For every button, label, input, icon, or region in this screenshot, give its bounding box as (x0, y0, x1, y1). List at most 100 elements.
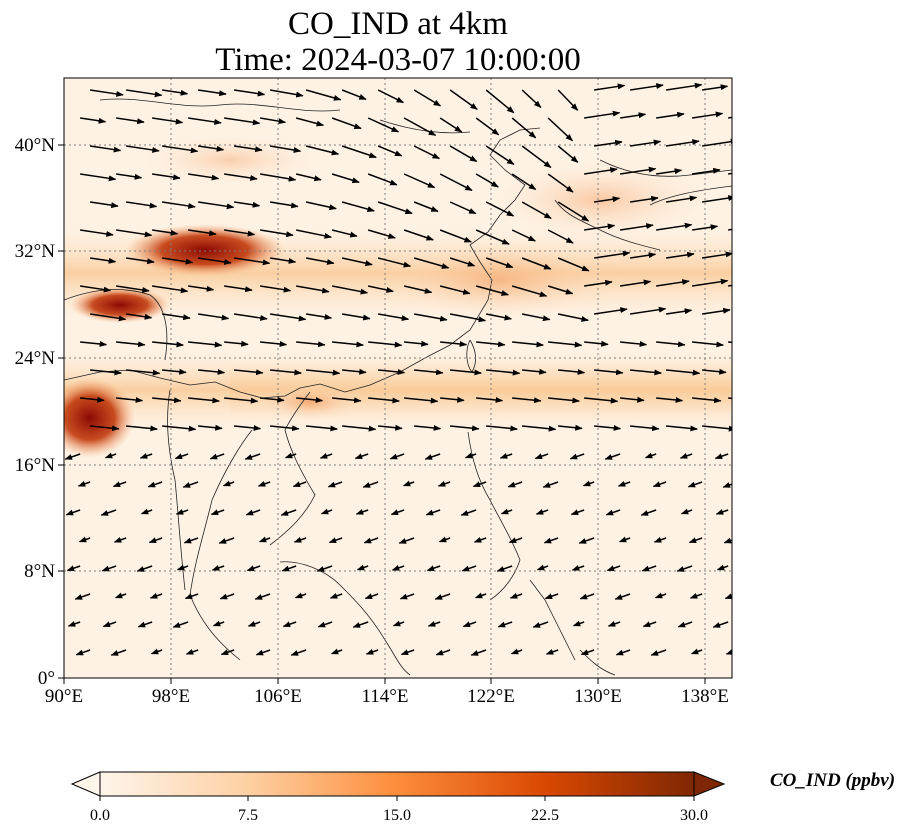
wind-vector (102, 621, 117, 628)
wind-vector (174, 453, 189, 460)
wind-vector (618, 536, 631, 543)
wind-vector (688, 537, 703, 544)
wind-vector (293, 537, 307, 543)
wind-vector (152, 285, 189, 294)
wind-vector (188, 229, 217, 237)
wind-vector (413, 89, 442, 107)
wind-vector (716, 564, 729, 571)
wind-vector (294, 592, 307, 599)
wind-vector (116, 396, 144, 403)
wind-vector (450, 425, 480, 432)
wind-vector (126, 257, 155, 265)
wind-vector (368, 397, 400, 404)
y-axis: 0° 8°N 16°N 24°N 32°N 40°N (15, 135, 64, 689)
x-tick-label: 130°E (574, 686, 622, 707)
wind-vector (162, 368, 187, 375)
x-tick-label: 106°E (254, 686, 302, 707)
wind-vector (449, 201, 477, 215)
wind-vector (354, 453, 369, 460)
wind-vector (126, 89, 163, 98)
wind-vector (305, 89, 342, 101)
wind-vector (234, 257, 271, 266)
wind-vector (404, 397, 439, 404)
wind-vector (126, 313, 153, 320)
wind-vector (508, 537, 523, 544)
wind-vector (630, 195, 659, 203)
wind-vector (692, 111, 724, 119)
wind-vector (377, 145, 403, 157)
wind-vector (234, 424, 262, 431)
wind-vector (558, 424, 583, 431)
wind-vector (341, 201, 375, 212)
wind-vector (630, 83, 664, 91)
wind-vector (449, 89, 478, 110)
wind-vector (630, 369, 662, 376)
wind-vector (712, 621, 729, 628)
wind-vector (620, 279, 652, 287)
wind-vector (702, 251, 732, 259)
wind-vector (679, 453, 693, 459)
wind-vector (327, 481, 343, 488)
wind-vector (113, 537, 127, 543)
wind-vector (305, 201, 337, 211)
x-tick-label: 114°E (362, 686, 409, 707)
y-tick-label: 16°N (15, 455, 56, 476)
wind-vector (535, 509, 549, 515)
wind-vector (342, 425, 377, 432)
wind-vector (427, 621, 441, 627)
wind-vector (172, 621, 189, 628)
wind-vector (557, 201, 590, 222)
wind-vector (290, 649, 307, 656)
wind-vector (198, 368, 226, 375)
wind-vector (270, 425, 300, 432)
wind-vector (521, 257, 552, 270)
wind-vector (90, 89, 124, 97)
wind-vector (569, 453, 585, 460)
wind-vector (137, 621, 153, 628)
wind-vector (547, 229, 574, 244)
map-frame (63, 77, 733, 679)
wind-vector (702, 368, 727, 375)
wind-vector (680, 508, 693, 515)
wind-vector (188, 341, 223, 348)
wind-vector (472, 481, 487, 488)
wind-vector (260, 229, 294, 238)
wind-vector (532, 621, 549, 628)
wind-vector (439, 229, 472, 243)
wind-vector (413, 257, 450, 269)
wind-vector (692, 224, 719, 231)
gridlines (64, 78, 732, 678)
wind-vector (176, 564, 189, 571)
wind-vector (162, 201, 196, 209)
wind-vector (182, 481, 199, 488)
colorbar-tick-label: 0.0 (90, 807, 110, 824)
wind-vector (582, 480, 595, 487)
wind-vector (521, 89, 542, 108)
wind-vector (728, 172, 732, 175)
wind-vector (542, 481, 559, 488)
wind-vector (295, 173, 322, 182)
wind-vector (620, 112, 647, 119)
wind-vector (584, 110, 621, 119)
wind-vector (162, 425, 197, 432)
wind-vector (511, 229, 536, 242)
wind-vector (148, 537, 163, 544)
wind-vector (656, 396, 684, 403)
wind-vector (183, 537, 199, 544)
wind-vector (544, 593, 559, 600)
wind-vector (656, 222, 693, 231)
wind-vector (594, 196, 621, 203)
wind-vector (594, 307, 628, 315)
wind-vector (692, 167, 721, 175)
wind-vector (377, 257, 412, 268)
wind-vector (512, 341, 544, 348)
wind-vector (666, 425, 698, 432)
wind-vector (257, 481, 271, 487)
wind-vector (64, 453, 81, 460)
wind-vector (630, 425, 660, 432)
map-title: CO_IND at 4km (288, 6, 508, 42)
wind-vector (149, 593, 163, 599)
wind-vector (224, 340, 249, 347)
wind-vector (435, 649, 451, 656)
wind-vector (738, 253, 771, 258)
